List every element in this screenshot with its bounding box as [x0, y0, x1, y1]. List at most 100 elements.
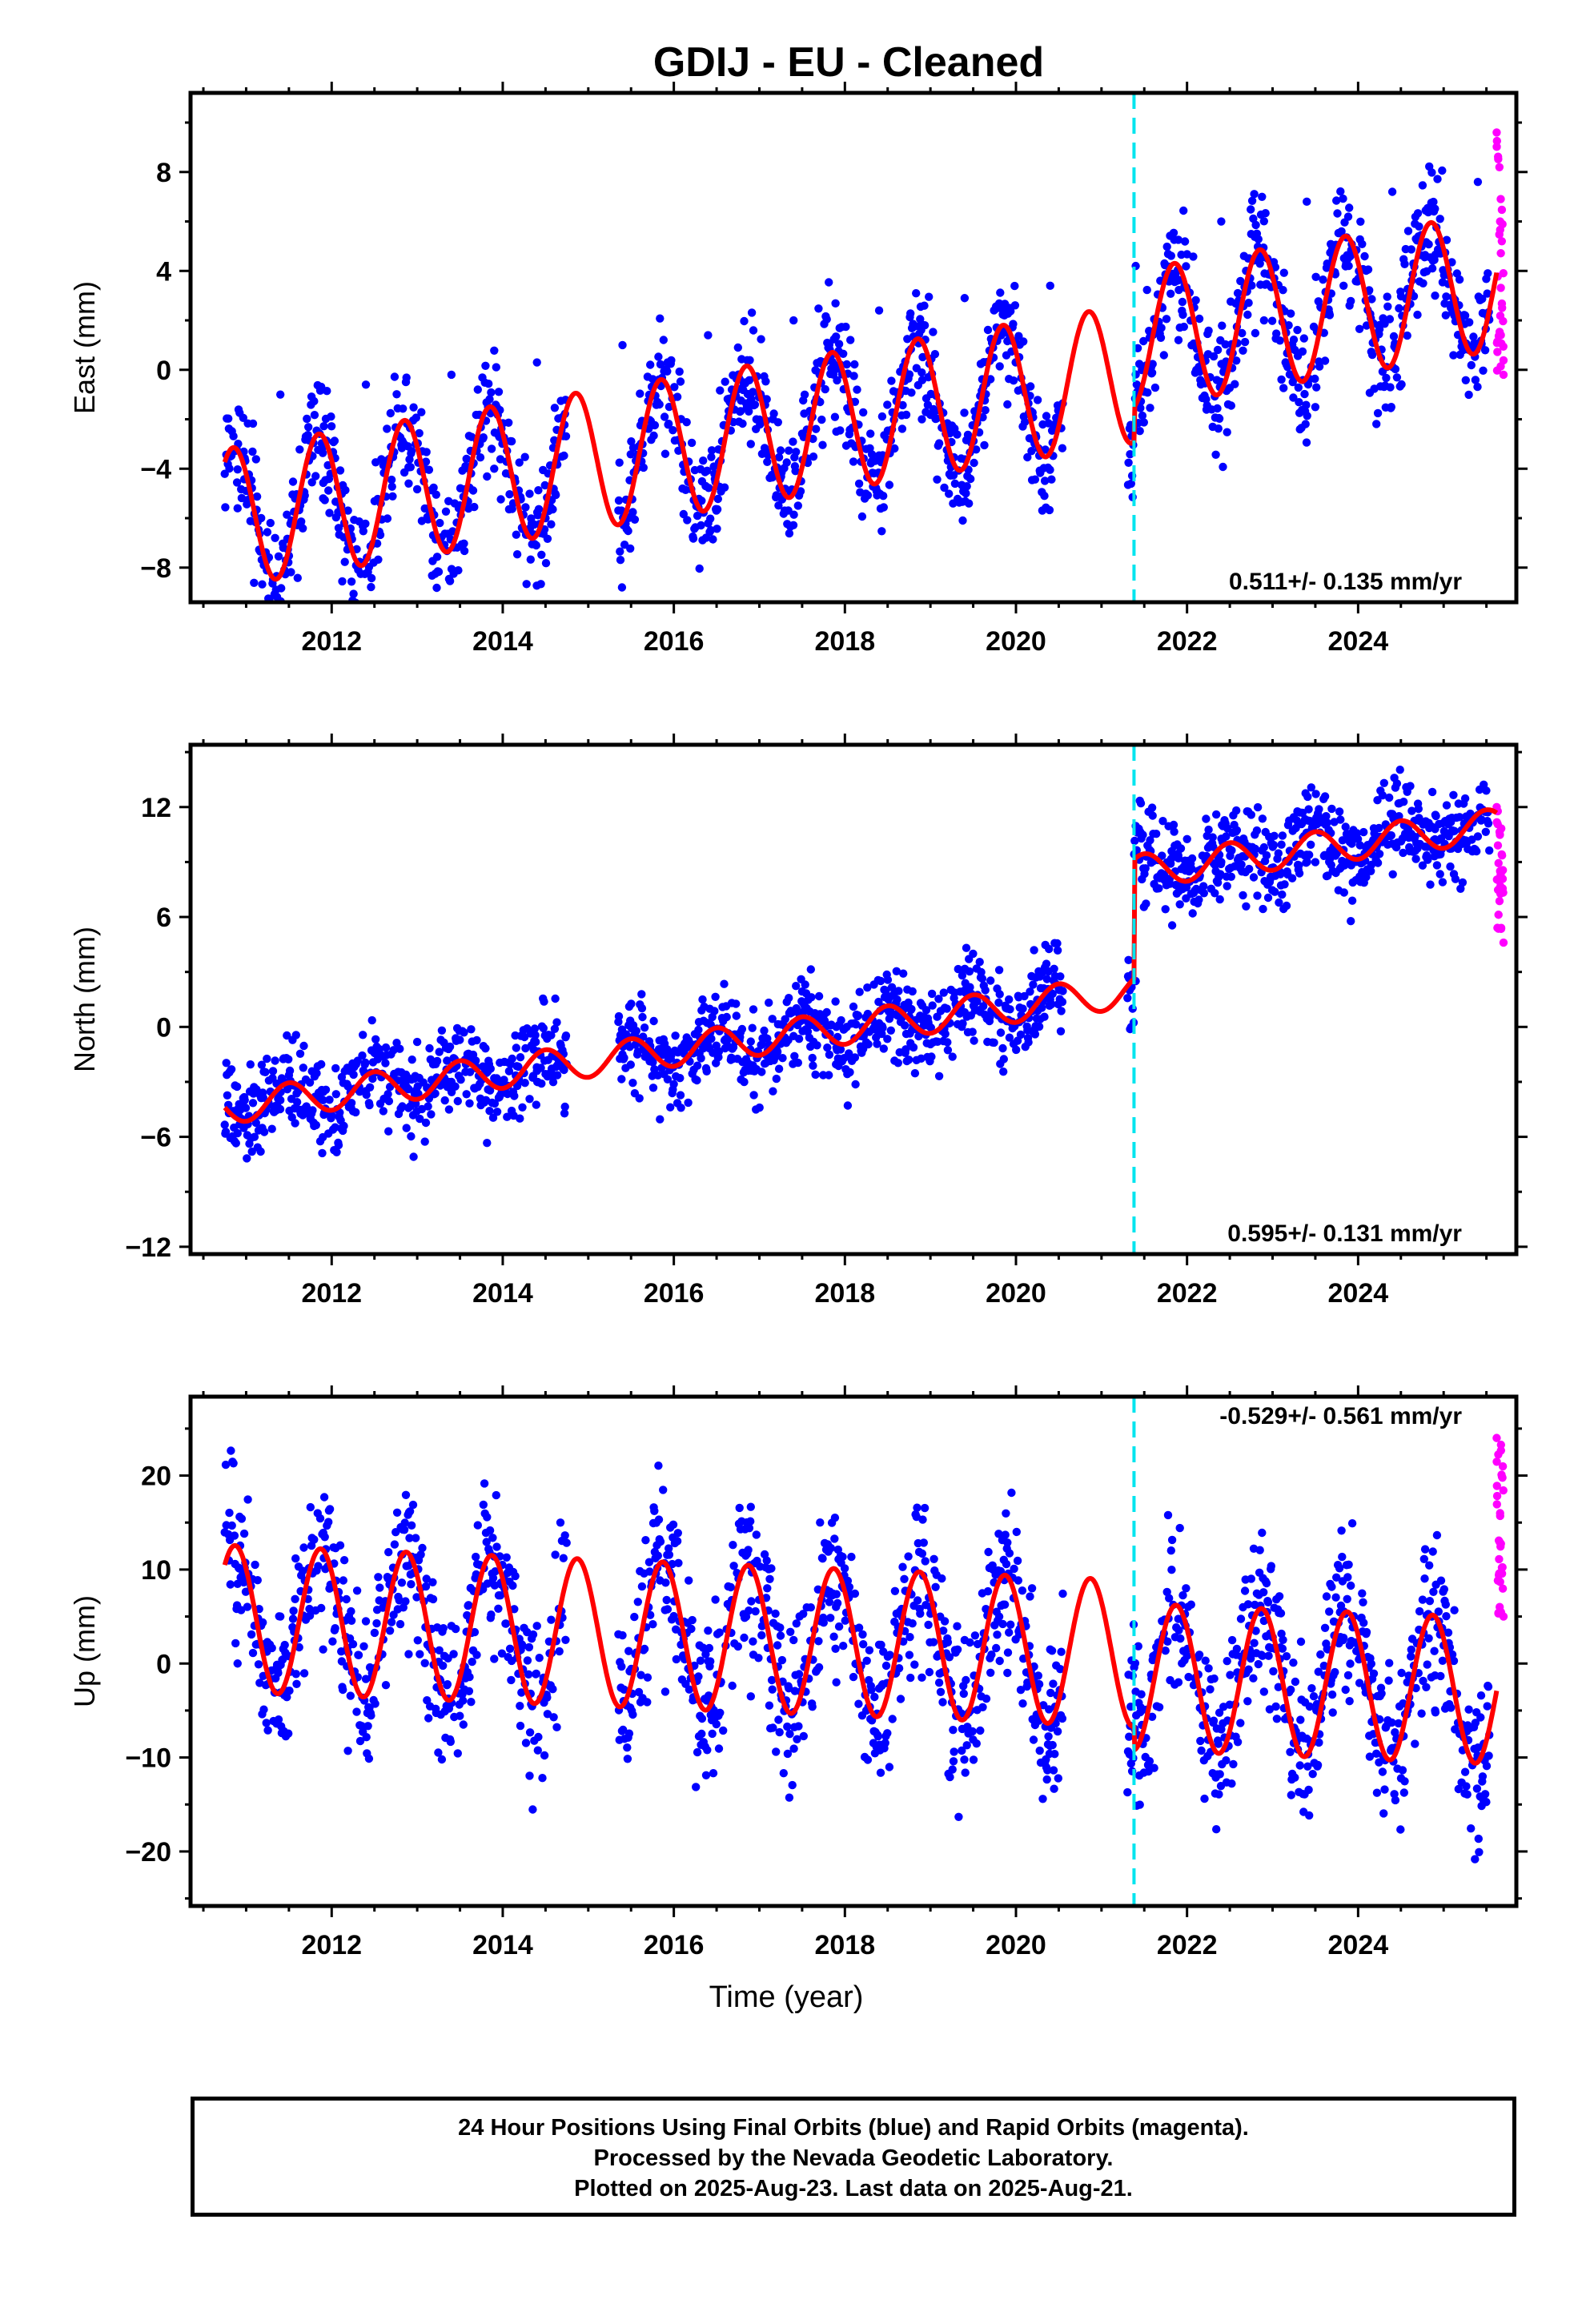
final-orbit-point	[1407, 806, 1416, 815]
final-orbit-point	[834, 340, 844, 348]
chart-title: GDIJ - EU - Cleaned	[652, 39, 1045, 86]
final-orbit-point	[980, 440, 989, 450]
x-tick-label: 2012	[301, 626, 362, 657]
final-orbit-point	[845, 1068, 854, 1077]
final-orbit-point	[1124, 955, 1133, 965]
final-orbit-point	[525, 1095, 534, 1104]
final-orbit-point	[324, 1518, 333, 1526]
final-orbit-point	[1179, 322, 1189, 332]
final-orbit-point	[1215, 895, 1224, 904]
final-orbit-point	[1414, 804, 1423, 814]
final-orbit-point	[1162, 315, 1171, 324]
final-orbit-point	[280, 1640, 289, 1650]
final-orbit-point	[779, 1769, 788, 1778]
final-orbit-point	[462, 454, 471, 464]
final-orbit-point	[697, 497, 706, 505]
final-orbit-point	[896, 1695, 905, 1703]
final-orbit-sample-point	[275, 390, 285, 399]
final-orbit-point	[412, 1593, 421, 1602]
final-orbit-sample-point	[1345, 832, 1354, 841]
final-orbit-point	[1178, 297, 1187, 307]
final-orbit-point	[838, 1552, 847, 1562]
final-orbit-point	[352, 1707, 361, 1716]
final-orbit-point	[1258, 192, 1267, 201]
final-orbit-point	[646, 360, 655, 369]
final-orbit-point	[1375, 823, 1383, 833]
final-orbit-point	[1157, 324, 1166, 332]
final-orbit-point	[769, 1087, 777, 1096]
final-orbit-point	[1387, 403, 1396, 412]
final-orbit-point	[1392, 779, 1402, 788]
final-orbit-point	[525, 489, 534, 498]
final-orbit-point	[617, 583, 627, 592]
final-orbit-point	[867, 450, 877, 459]
final-orbit-point	[381, 1043, 391, 1052]
final-orbit-point	[473, 385, 482, 394]
final-orbit-point	[826, 1614, 835, 1622]
final-orbit-point	[823, 1043, 832, 1052]
final-orbit-point	[432, 583, 441, 593]
final-orbit-point	[858, 1630, 867, 1639]
final-orbit-point	[277, 584, 286, 593]
final-orbit-point	[881, 986, 890, 995]
final-orbit-point	[363, 1722, 372, 1731]
final-orbit-point	[646, 1610, 655, 1619]
final-orbit-point	[552, 1723, 561, 1731]
final-orbit-point	[522, 580, 531, 589]
final-orbit-point	[853, 1011, 863, 1020]
final-orbit-point	[1438, 166, 1447, 175]
final-orbit-point	[1429, 197, 1438, 207]
final-orbit-point	[488, 1113, 498, 1122]
final-orbit-point	[733, 343, 742, 352]
final-orbit-point	[912, 289, 921, 298]
final-orbit-point	[763, 1034, 772, 1043]
final-orbit-point	[472, 1056, 480, 1065]
final-orbit-point	[317, 1603, 326, 1613]
final-orbit-point	[424, 1102, 432, 1111]
final-orbit-point	[855, 987, 864, 996]
final-orbit-sample-point	[1473, 832, 1483, 841]
rapid-orbit-point	[1499, 268, 1508, 278]
final-orbit-point	[790, 1051, 799, 1061]
final-orbit-point	[785, 529, 794, 538]
final-orbit-point	[384, 1127, 393, 1136]
final-orbit-point	[1258, 1528, 1267, 1538]
final-orbit-point	[1483, 289, 1492, 298]
final-orbit-point	[785, 994, 793, 1003]
final-orbit-point	[472, 1651, 481, 1659]
x-tick-label: 2012	[301, 1278, 362, 1309]
final-orbit-point	[969, 949, 978, 959]
final-orbit-point	[485, 1086, 495, 1095]
final-orbit-point	[396, 1044, 404, 1053]
final-orbit-point	[892, 967, 901, 976]
final-orbit-sample-point	[1387, 839, 1397, 848]
final-orbit-point	[792, 982, 801, 991]
final-orbit-point	[465, 1068, 475, 1076]
final-orbit-point	[427, 1110, 436, 1119]
final-orbit-point	[688, 1615, 697, 1625]
final-orbit-point	[1201, 1656, 1210, 1665]
final-orbit-point	[1450, 826, 1459, 835]
final-orbit-point	[1311, 374, 1319, 384]
final-orbit-point	[253, 1576, 262, 1585]
final-orbit-point	[920, 1503, 930, 1513]
final-orbit-point	[271, 1056, 279, 1065]
final-orbit-point	[453, 1096, 462, 1106]
final-orbit-point	[694, 1025, 703, 1035]
final-orbit-point	[445, 577, 455, 585]
final-orbit-point	[1446, 862, 1455, 871]
final-orbit-point	[501, 1619, 511, 1628]
final-orbit-point	[1020, 991, 1029, 1001]
final-orbit-point	[552, 1018, 561, 1027]
final-orbit-point	[883, 400, 892, 409]
final-orbit-point	[1182, 834, 1191, 844]
final-orbit-point	[1480, 346, 1490, 355]
final-orbit-point	[898, 1562, 907, 1571]
final-orbit-point	[392, 390, 401, 399]
final-orbit-point	[1049, 1766, 1058, 1775]
final-orbit-point	[668, 1559, 677, 1569]
final-orbit-point	[995, 1656, 1004, 1666]
final-orbit-sample-point	[746, 440, 755, 448]
final-orbit-point	[454, 566, 463, 575]
final-orbit-point	[1243, 310, 1252, 320]
